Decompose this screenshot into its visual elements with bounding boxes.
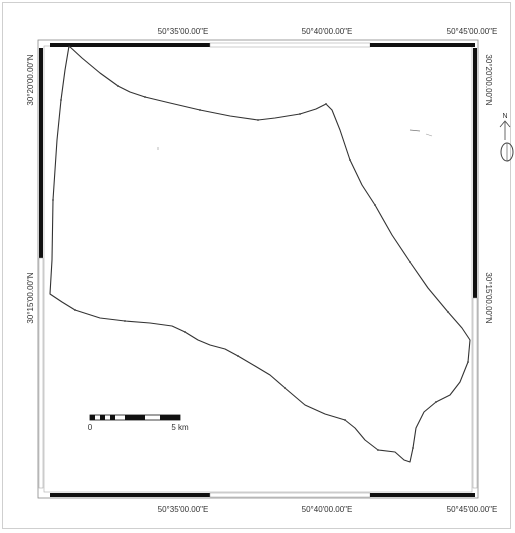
left-label-2: 30°15'00.00"N (26, 272, 35, 323)
top-label-2: 50°40'00.00"E (302, 27, 353, 36)
north-arrow: N (500, 113, 513, 161)
left-label-1: 30°20'00.00"N (26, 54, 35, 105)
scale-end-label: 5 km (171, 423, 189, 432)
bottom-label-2: 50°40'00.00"E (302, 505, 353, 514)
bottom-label-1: 50°35'00.00"E (158, 505, 209, 514)
right-label-1: 30°20'00.00"N (484, 54, 493, 105)
north-arrow-label: N (502, 113, 507, 120)
interior-mark (426, 134, 432, 136)
top-graduated-frame (50, 43, 475, 47)
study-area-boundary (50, 46, 470, 462)
top-label-1: 50°35'00.00"E (158, 27, 209, 36)
scale-bar: 0 5 km (88, 415, 189, 432)
top-label-3: 50°45'00.00"E (447, 27, 498, 36)
scale-start-label: 0 (88, 423, 93, 432)
right-label-2: 30°15'00.00"N (484, 272, 493, 323)
interior-mark (410, 130, 420, 131)
left-graduated-frame (39, 48, 43, 488)
bottom-graduated-frame (50, 493, 475, 497)
bottom-label-3: 50°45'00.00"E (447, 505, 498, 514)
right-graduated-frame (473, 48, 477, 488)
